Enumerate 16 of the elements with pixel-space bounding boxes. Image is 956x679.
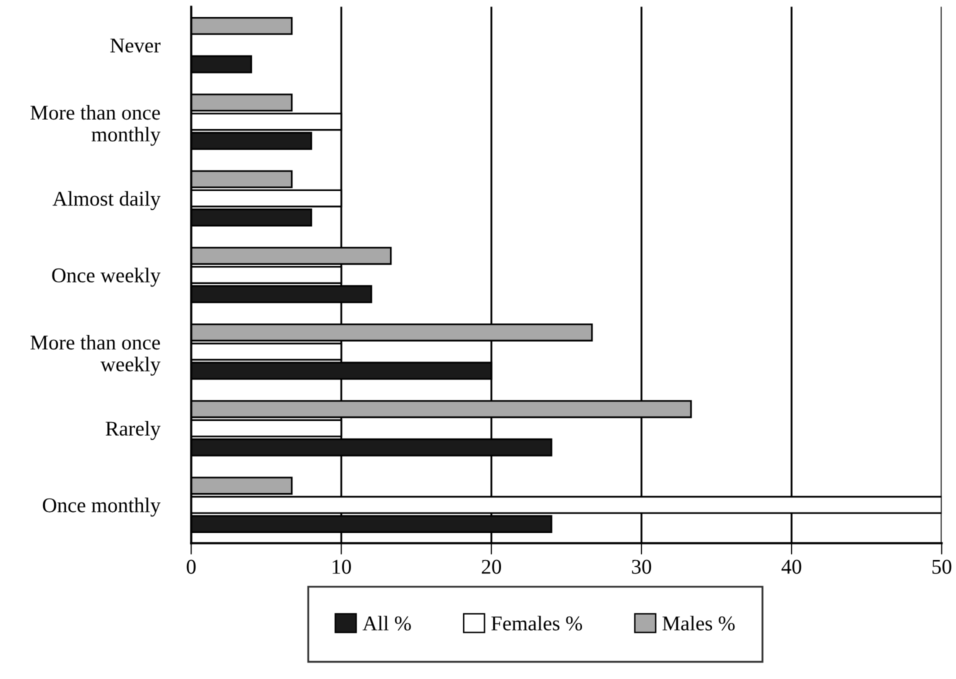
x-tick-label: 10 — [332, 560, 351, 574]
x-tick-label: 20 — [482, 560, 502, 574]
x-tick-label: 30 — [632, 560, 652, 574]
y-tick-label: Once weekly — [52, 268, 161, 287]
x-tick-label: 50 — [932, 560, 952, 574]
y-tick-label: More than once weekly — [30, 334, 161, 376]
y-tick-label: Almost daily — [52, 191, 161, 210]
legend-label: All % — [362, 616, 411, 631]
y-tick-label: Rarely — [106, 421, 161, 440]
y-tick-label: Once monthly — [42, 498, 161, 517]
legend-label: Females % — [491, 616, 582, 631]
y-tick-label: More than once monthly — [30, 105, 161, 146]
x-tick-label: 40 — [782, 560, 802, 574]
legend-label: Males % — [662, 616, 735, 631]
x-tick-label: 0 — [186, 560, 196, 574]
y-tick-label: Never — [110, 38, 160, 53]
